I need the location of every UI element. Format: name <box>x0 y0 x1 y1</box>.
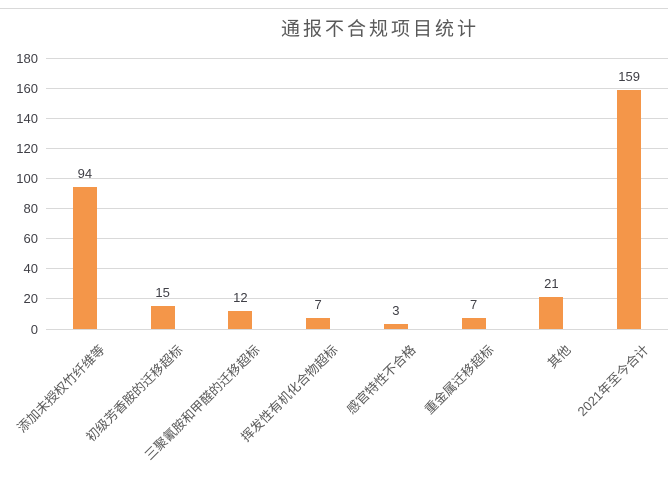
bar <box>461 318 486 329</box>
gridline <box>46 238 668 240</box>
bar-value-label: 3 <box>392 303 400 319</box>
bar <box>617 89 642 329</box>
chart-title: 通报不合规项目统计 <box>280 19 479 40</box>
bar-value-label: 7 <box>470 297 478 313</box>
gridline <box>46 57 668 59</box>
y-axis-tick-label: 160 <box>16 80 38 96</box>
gridline <box>46 117 668 119</box>
bar <box>228 310 253 329</box>
bar-value-label: 21 <box>544 276 559 292</box>
bar-value-label: 12 <box>233 289 248 305</box>
bar-value-label: 15 <box>155 285 170 301</box>
x-axis-category-label: 添加未授权竹纤维等 <box>14 342 108 436</box>
bar-value-label: 7 <box>314 297 322 313</box>
top-divider <box>0 8 668 9</box>
y-axis-tick-label: 120 <box>16 140 38 156</box>
y-axis-tick-label: 60 <box>23 231 38 247</box>
gridline <box>46 177 668 179</box>
bar <box>306 318 331 329</box>
bar-value-label: 159 <box>618 68 640 84</box>
bar <box>383 324 408 329</box>
y-axis-tick-label: 140 <box>16 110 38 126</box>
x-axis-category-label: 感官特性不合格 <box>343 342 419 417</box>
bar-value-label: 94 <box>77 166 93 182</box>
x-axis-category-label: 其他 <box>544 342 574 372</box>
gridline <box>46 208 668 210</box>
bar <box>150 306 175 329</box>
gridline <box>46 298 668 300</box>
gridline <box>46 87 668 89</box>
y-axis-tick-label: 40 <box>23 261 38 277</box>
bar <box>539 297 564 329</box>
y-axis-tick-label: 20 <box>23 291 38 307</box>
y-axis-tick-label: 80 <box>23 201 38 217</box>
gridline <box>46 147 668 149</box>
y-axis-tick-label: 0 <box>30 321 38 337</box>
y-axis-tick-label: 180 <box>16 50 38 66</box>
bar <box>72 187 97 329</box>
gridline <box>46 328 668 330</box>
gridline <box>46 268 668 270</box>
x-axis-category-label: 重金属迁移超标 <box>421 342 497 417</box>
y-axis-tick-label: 100 <box>16 170 38 186</box>
x-axis-category-label: 2021年至今合计 <box>574 342 652 420</box>
